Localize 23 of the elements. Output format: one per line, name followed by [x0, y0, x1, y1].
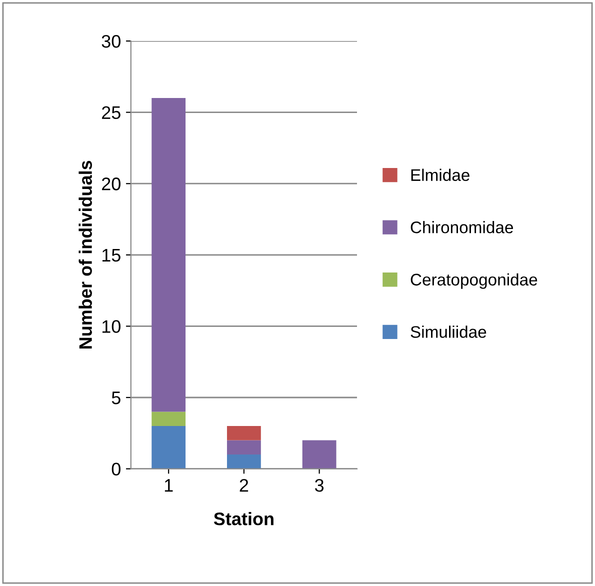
bar: [152, 426, 186, 469]
y-tick-label: 0: [112, 462, 120, 476]
y-tick-label: 15: [102, 249, 120, 262]
bar: [152, 412, 186, 426]
bar: [152, 98, 186, 412]
y-tick-label: 10: [102, 320, 120, 333]
legend-label: Elmidae: [411, 168, 470, 181]
legend-label: Ceratopogonidae: [410, 273, 538, 289]
x-tick-label: 1: [164, 479, 173, 492]
y-tick-label: 20: [102, 178, 120, 190]
y-tick-label: 5: [112, 392, 120, 404]
y-tick-label: 30: [102, 34, 120, 48]
bar: [226, 440, 261, 455]
legend-label: Chironomidae: [410, 221, 513, 234]
bar: [302, 440, 336, 469]
y-tick-label: 25: [102, 106, 120, 120]
legend-label: Simuliidae: [410, 326, 486, 338]
x-tick-label: 3: [314, 479, 324, 492]
bar: [226, 426, 261, 440]
bar: [226, 454, 261, 469]
x-axis-title: Station: [214, 512, 274, 526]
x-tick-label: 2: [240, 479, 248, 492]
y-axis-title: Number of individuals: [78, 160, 92, 348]
